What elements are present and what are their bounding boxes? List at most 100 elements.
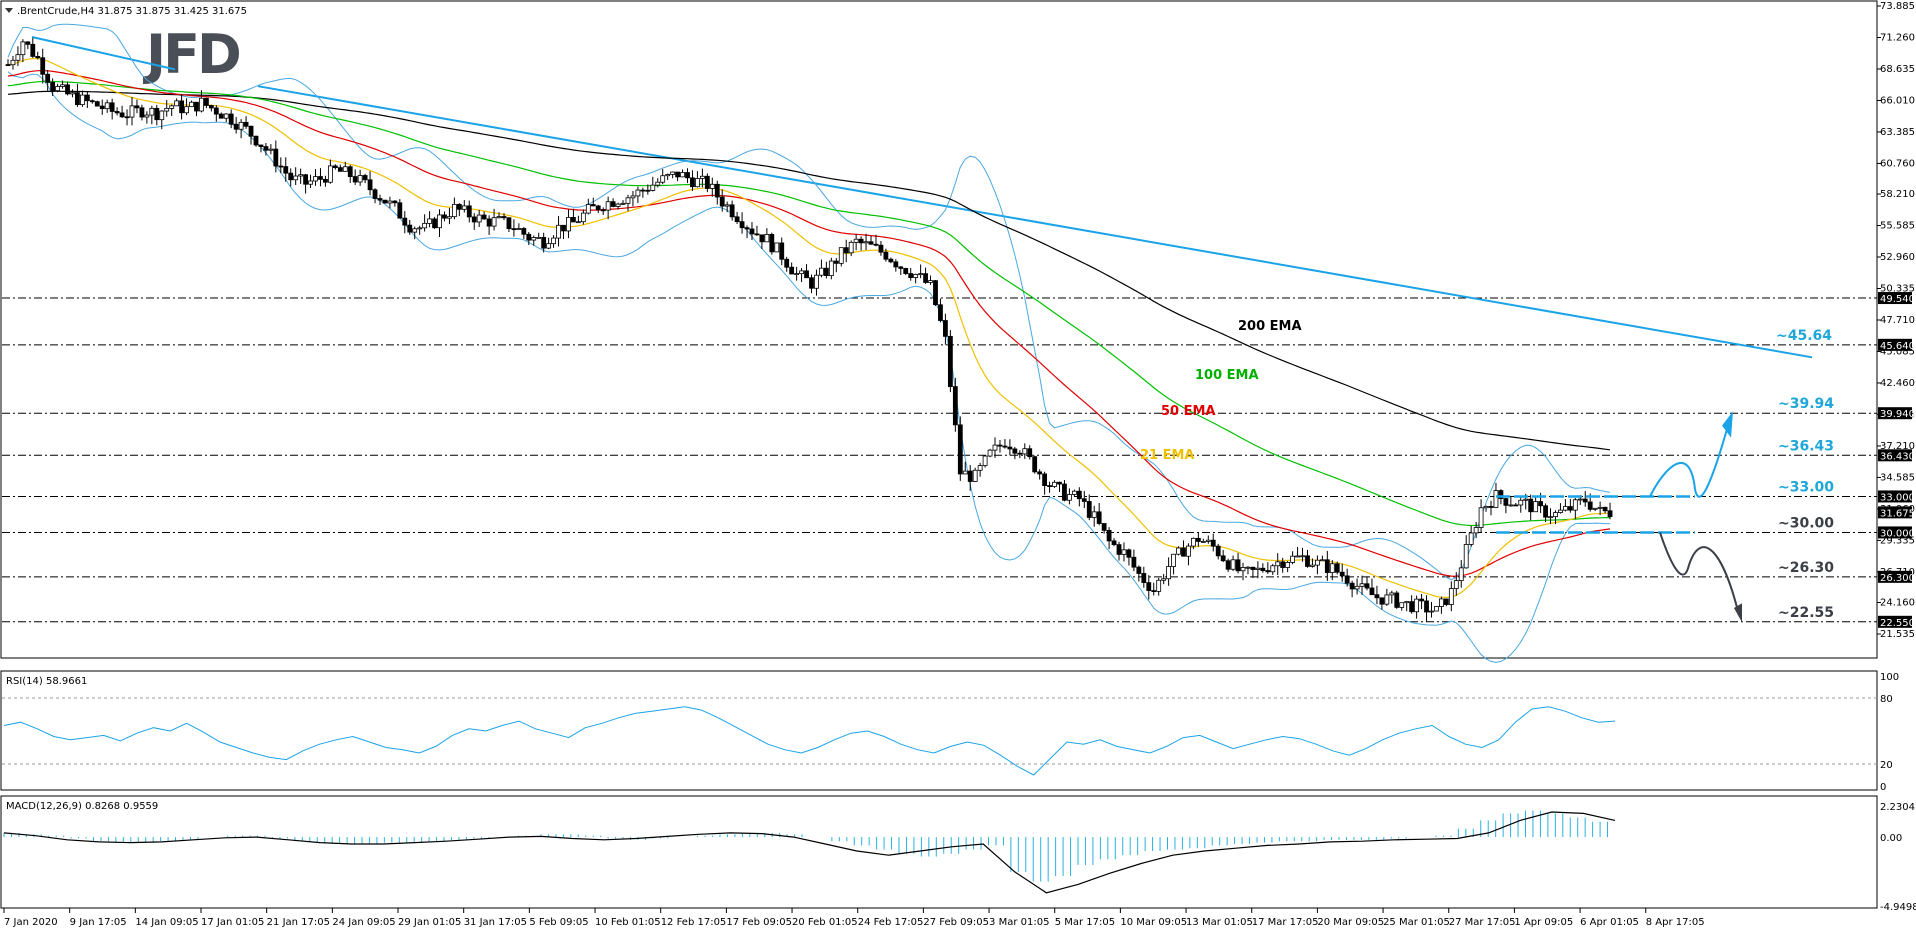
candle-body (769, 234, 775, 253)
candle-body (337, 167, 343, 172)
candle-body (1027, 448, 1033, 458)
time-tick-label: 8 Apr 17:05 (1646, 917, 1705, 928)
candle-body (288, 172, 294, 181)
candle-body (1181, 547, 1186, 557)
candle-body (179, 100, 184, 114)
candle-body (1468, 532, 1474, 545)
time-tick-label: 27 Feb 09:05 (923, 917, 989, 928)
candle-body (461, 205, 467, 210)
candle-body (218, 113, 224, 119)
candle-body (982, 455, 988, 466)
candle-body (233, 123, 239, 130)
candle-body (1384, 594, 1390, 605)
candle-body (1319, 559, 1325, 562)
candle-body (427, 218, 432, 224)
candle-body (268, 148, 274, 151)
time-tick-label: 24 Feb 17:05 (858, 917, 924, 928)
candle-body (759, 234, 765, 243)
candle-body (898, 266, 904, 269)
candle-body (392, 200, 398, 204)
time-tick-label: 7 Jan 2020 (4, 917, 58, 928)
candle-body (1404, 601, 1410, 604)
candle-body (620, 202, 626, 205)
level-label: ~45.64 (1776, 328, 1832, 344)
candle-body (208, 105, 214, 109)
time-tick-label: 17 Feb 09:05 (726, 917, 792, 928)
ema-200-label: 200 EMA (1238, 319, 1302, 334)
candle-body (1270, 565, 1276, 573)
price-tag-bg (1878, 338, 1912, 351)
time-tick-label: 12 Feb 17:05 (661, 917, 727, 928)
candle-body (1161, 578, 1167, 581)
time-tick-label: 29 Jan 01:05 (398, 917, 461, 928)
price-tick-label: 71.260 (1880, 32, 1915, 43)
candle-body (1528, 498, 1534, 513)
current-price-tag-bg (1878, 506, 1912, 519)
candle-body (665, 174, 671, 177)
candle-body (70, 92, 75, 95)
candle-body (1419, 598, 1424, 602)
candle-body (873, 243, 879, 246)
candle-body (1463, 543, 1469, 569)
candle-body (323, 178, 328, 183)
candle-body (1513, 504, 1519, 507)
candle-body (546, 243, 552, 249)
candle-body (848, 241, 854, 254)
scenario-arrows (1649, 411, 1742, 623)
candle-body (466, 205, 472, 218)
candle-body (943, 320, 948, 337)
candle-body (1567, 506, 1573, 511)
candle-body (1389, 592, 1395, 596)
time-tick-label: 13 Mar 01:05 (1186, 917, 1253, 928)
candle-body (699, 175, 705, 179)
candle-body (724, 204, 730, 207)
trendline-group (31, 36, 1813, 359)
candle-body (1429, 610, 1434, 613)
candle-body (496, 216, 502, 219)
candle-body (928, 280, 933, 283)
candle-body (571, 217, 576, 223)
level-label: ~39.94 (1778, 396, 1834, 412)
candle-body (15, 54, 21, 61)
candle-body (60, 84, 65, 87)
candle-body (1086, 501, 1092, 518)
candle-body (1563, 506, 1568, 511)
price-tick-label: 63.385 (1880, 127, 1915, 138)
candle-body (1022, 448, 1028, 455)
candle-body (714, 183, 720, 198)
candle-body (670, 171, 676, 175)
candle-body (442, 214, 447, 219)
time-tick-label: 31 Jan 17:05 (464, 917, 527, 928)
header-collapse-icon[interactable] (5, 8, 13, 13)
candle-body (1558, 509, 1563, 513)
candle-body (863, 241, 869, 244)
candle-body (377, 198, 383, 201)
candle-body (640, 189, 646, 192)
candle-body (580, 212, 586, 223)
candle-body (134, 105, 140, 109)
candle-body (630, 195, 636, 199)
time-tick-label: 24 Jan 09:05 (332, 917, 395, 928)
candle-body (1329, 563, 1335, 573)
macd-signal-line (3, 811, 1616, 894)
candle-body (184, 106, 189, 114)
price-tag: 26.300 (1880, 573, 1915, 584)
candle-body (109, 102, 115, 112)
rsi-tick-label: 100 (1880, 672, 1899, 683)
candle-body (89, 100, 95, 103)
candle-body (1592, 507, 1598, 510)
candle-body (1602, 506, 1608, 512)
candle-body (1250, 566, 1256, 570)
time-tick-label: 6 Apr 01:05 (1580, 917, 1639, 928)
level-label: ~26.30 (1778, 560, 1834, 576)
candle-body (575, 221, 581, 224)
candle-body (1245, 566, 1251, 569)
candle-body (734, 216, 740, 223)
ema-200-line (7, 90, 1611, 451)
candle-body (1538, 501, 1544, 507)
candle-body (561, 224, 566, 232)
candle-body (1508, 504, 1514, 507)
candle-body (422, 222, 428, 229)
candle-body (1300, 555, 1305, 558)
candle-body (75, 92, 80, 106)
